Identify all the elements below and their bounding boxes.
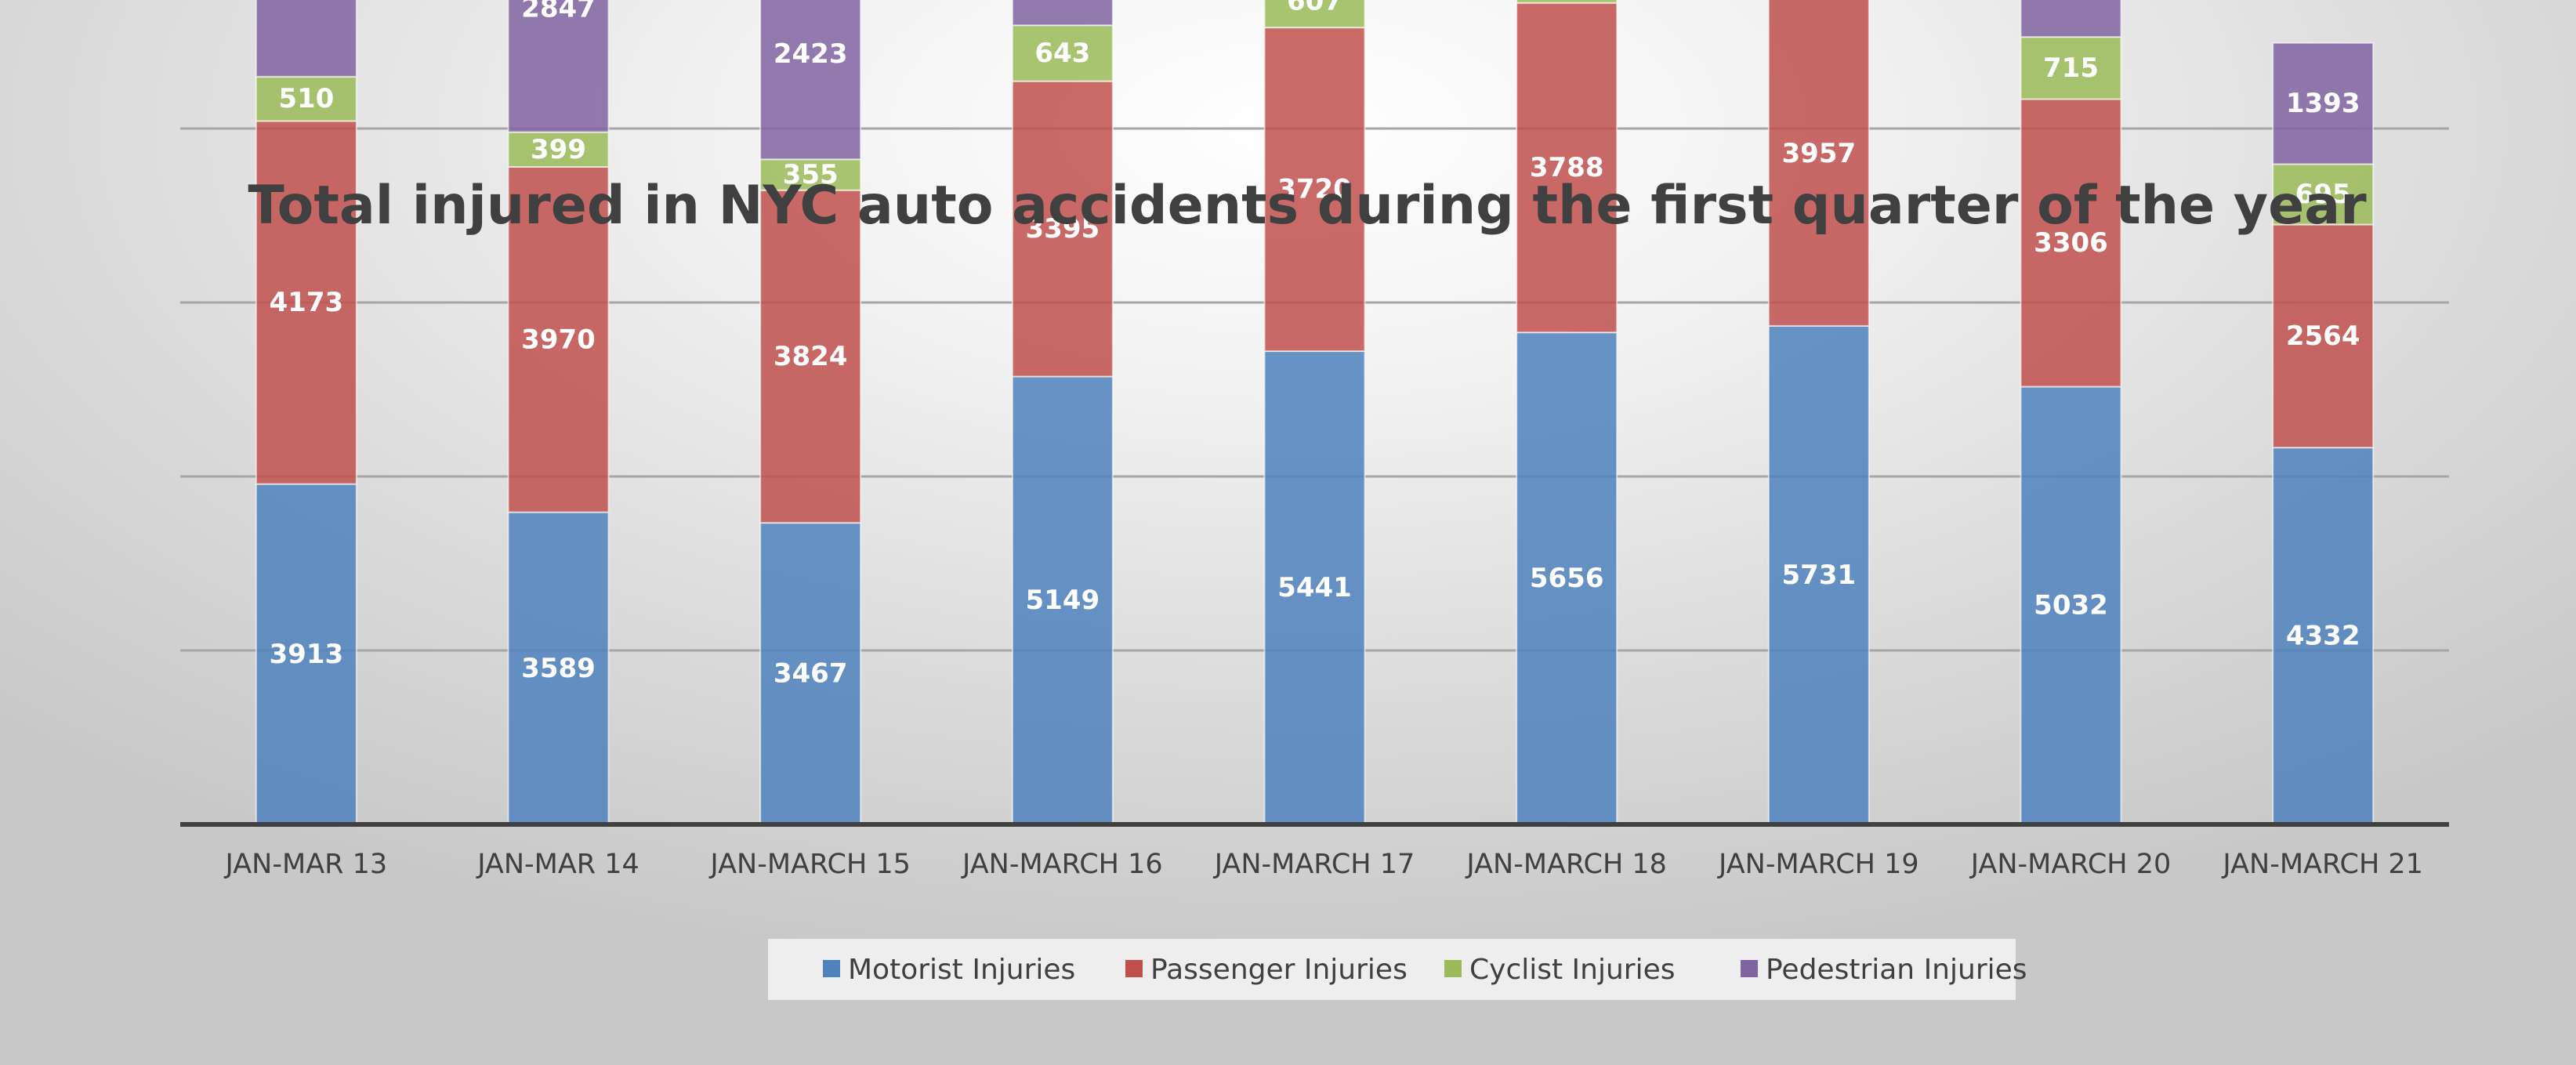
legend-swatch	[1444, 960, 1462, 977]
chart-title: Total injured in NYC auto accidents duri…	[248, 175, 2367, 237]
bar-segment	[255, 120, 357, 485]
bar-segment	[507, 165, 610, 513]
bar-segment	[2272, 223, 2375, 449]
bar-segment	[507, 0, 610, 133]
bar-segment	[759, 0, 862, 161]
data-label: 399	[531, 134, 586, 165]
bar-segment	[1011, 0, 1114, 27]
bar-segment	[2272, 447, 2375, 825]
data-label: 643	[1034, 38, 1090, 69]
data-label: 5731	[1782, 560, 1857, 591]
legend-label: Motorist Injuries	[848, 954, 1075, 986]
data-label: 3306	[2034, 227, 2108, 259]
data-label: 3589	[521, 653, 596, 684]
data-label: 2847	[521, 0, 596, 24]
data-label: 5149	[1026, 585, 1100, 616]
bar-segment	[1263, 350, 1366, 825]
x-tick-label: JAN-MARCH 16	[961, 849, 1163, 880]
bar-segment	[1011, 24, 1114, 82]
bar-segment	[2272, 163, 2375, 226]
legend-label: Cyclist Injuries	[1469, 954, 1676, 986]
data-label: 3788	[1530, 152, 1604, 183]
legend-swatch	[1741, 960, 1758, 977]
bar-segment	[1767, 0, 1870, 327]
data-label: 2423	[774, 38, 848, 70]
x-tick-label: JAN-MARCH 18	[1465, 849, 1667, 880]
data-label: 3913	[270, 639, 344, 670]
x-tick-label: JAN-MAR 13	[224, 849, 388, 880]
x-tick-label: JAN-MARCH 21	[2221, 849, 2423, 880]
bar-segment	[1011, 80, 1114, 378]
data-label: 5656	[1530, 563, 1604, 594]
data-label: 4173	[270, 287, 344, 318]
bar-segment	[1516, 2, 1618, 334]
x-tick-label: JAN-MARCH 20	[1969, 849, 2172, 880]
data-label: 3970	[521, 324, 596, 355]
x-tick-label: JAN-MARCH 17	[1213, 849, 1415, 880]
bar-segment	[1767, 324, 1870, 825]
bar-segment	[1011, 375, 1114, 825]
data-label: 510	[278, 83, 334, 114]
bar-segment	[2020, 98, 2122, 388]
bar-segment	[255, 483, 357, 825]
data-label: 3957	[1782, 138, 1857, 169]
legend: Motorist Injuries Passenger Injuries Cycli…	[768, 939, 2027, 1000]
data-label: 695	[2295, 179, 2351, 210]
data-label: 3824	[774, 341, 848, 372]
x-tick-label: JAN-MARCH 19	[1717, 849, 1919, 880]
x-tick-label: JAN-MAR 14	[476, 849, 639, 880]
data-label: 3395	[1026, 213, 1100, 245]
data-label: 2564	[2286, 321, 2360, 352]
bar-segment	[759, 189, 862, 524]
data-label: 4332	[2286, 621, 2360, 652]
bar-segment	[255, 0, 357, 78]
legend-background	[768, 939, 2016, 1000]
data-label: 715	[2043, 53, 2099, 84]
data-label: 1393	[2286, 88, 2360, 119]
x-tick-label: JAN-MARCH 15	[708, 849, 911, 880]
bar-segment	[2020, 0, 2122, 38]
bar-segment	[1263, 0, 1366, 29]
legend-swatch	[823, 960, 840, 977]
legend-swatch	[1125, 960, 1143, 977]
data-label: 607	[1287, 0, 1342, 16]
data-label: 3467	[774, 658, 848, 690]
data-label: 5032	[2034, 590, 2108, 621]
data-labels: 3913417351030803589397039928473467382435…	[270, 0, 2360, 690]
bars	[255, 0, 2375, 826]
data-label: 3720	[1277, 174, 1352, 205]
bar-segment	[2020, 386, 2122, 825]
bar-segment	[2272, 42, 2375, 165]
data-label: 5441	[1277, 572, 1352, 603]
data-label: 355	[783, 159, 839, 190]
bar-segment	[507, 511, 610, 825]
legend-label: Passenger Injuries	[1150, 954, 1408, 986]
bar-segment	[1516, 0, 1618, 4]
x-axis: JAN-MAR 13 JAN-MAR 14 JAN-MARCH 15 JAN-MARC…	[180, 822, 2449, 880]
legend-label: Pedestrian Injuries	[1766, 954, 2027, 986]
bar-segment	[759, 158, 862, 191]
